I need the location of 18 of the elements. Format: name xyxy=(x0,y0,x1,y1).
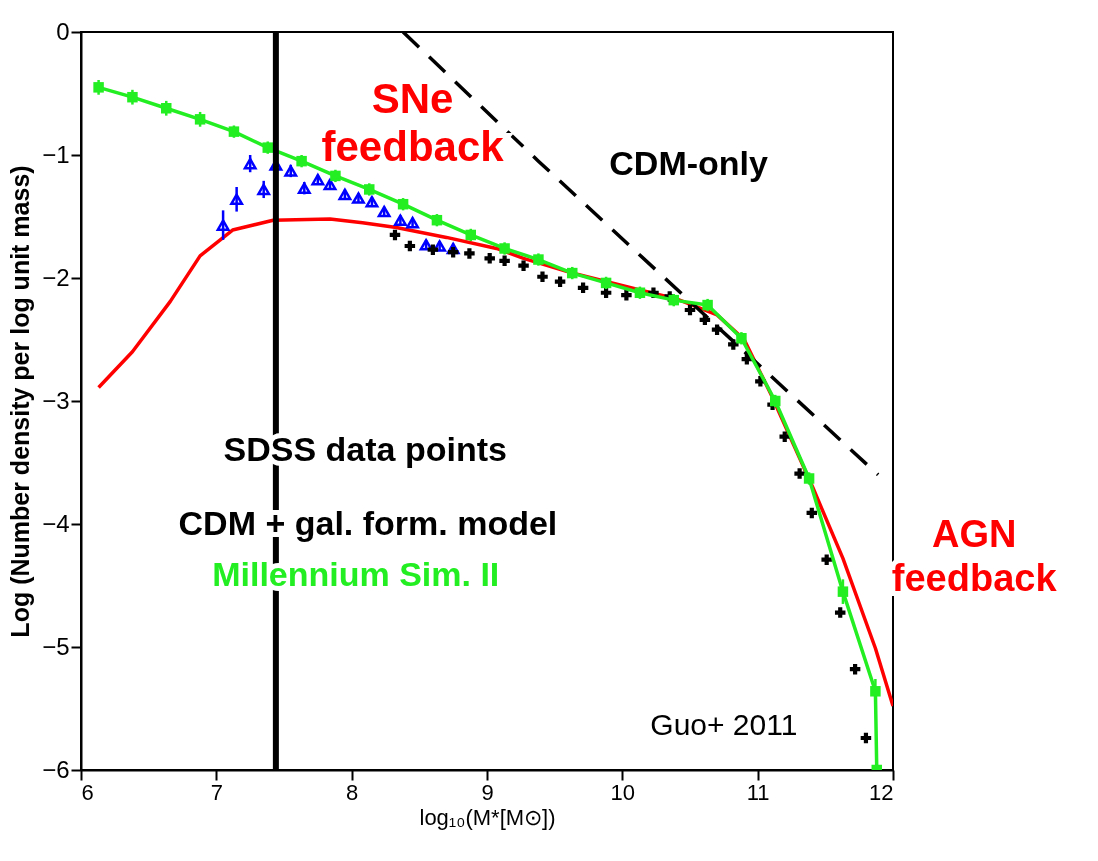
x-tick-label: 9 xyxy=(481,779,494,805)
x-tick-label: 11 xyxy=(746,779,770,805)
x-tick-label: 6 xyxy=(81,779,94,805)
y-axis-title: Log (Number density per log unit mass) xyxy=(6,165,35,638)
y-tick-label: −5 xyxy=(42,632,70,660)
annotation: Guo+ 2011 xyxy=(650,707,798,741)
y-tick-label: −4 xyxy=(42,509,70,537)
x-axis-title: log₁₀(M*[M⊙]) xyxy=(419,804,556,830)
x-tick-label: 7 xyxy=(210,779,223,805)
x-tick-label: 8 xyxy=(346,779,359,805)
y-tick-label: −3 xyxy=(42,386,70,414)
x-tick-label: 12 xyxy=(869,779,894,805)
y-tick-label: −1 xyxy=(42,140,70,168)
y-tick-label: 0 xyxy=(56,17,70,45)
y-tick-label: −2 xyxy=(42,263,70,291)
annotation: CDM-only xyxy=(609,143,769,182)
y-tick-label: −6 xyxy=(42,755,70,783)
x-tick-label: 10 xyxy=(610,779,636,805)
